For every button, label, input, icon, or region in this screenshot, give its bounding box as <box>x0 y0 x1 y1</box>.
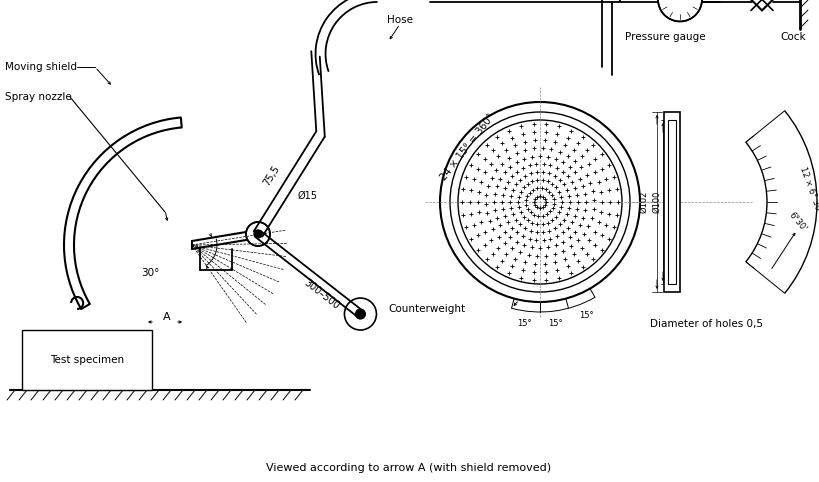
Text: 15°: 15° <box>549 320 563 328</box>
Text: Cock: Cock <box>781 32 806 42</box>
Text: 24 × 15° = 360°: 24 × 15° = 360° <box>439 112 497 182</box>
Text: Hose: Hose <box>387 15 413 25</box>
Text: 75,5: 75,5 <box>261 164 281 188</box>
Text: Spray nozzle: Spray nozzle <box>5 92 72 102</box>
Bar <box>22 330 152 390</box>
Text: Ø100: Ø100 <box>653 191 662 213</box>
Text: Test specimen: Test specimen <box>50 355 124 365</box>
Text: Ø102: Ø102 <box>640 191 649 213</box>
Text: 6°30': 6°30' <box>786 211 808 233</box>
Text: 15°: 15° <box>578 311 593 321</box>
Text: 15°: 15° <box>517 320 532 328</box>
Text: Counterweight: Counterweight <box>388 304 465 314</box>
Text: A: A <box>163 312 171 322</box>
Text: Viewed according to arrow A (with shield removed): Viewed according to arrow A (with shield… <box>266 463 551 473</box>
Text: 300–500: 300–500 <box>301 277 341 311</box>
Text: Moving shield: Moving shield <box>5 62 77 72</box>
Text: Ø15: Ø15 <box>297 191 317 201</box>
Circle shape <box>246 222 270 246</box>
Circle shape <box>254 230 262 238</box>
Text: Pressure gauge: Pressure gauge <box>625 32 706 42</box>
Circle shape <box>658 0 702 21</box>
Text: 30°: 30° <box>141 268 159 278</box>
Circle shape <box>355 309 365 319</box>
Text: Diameter of holes 0,5: Diameter of holes 0,5 <box>650 319 763 329</box>
Text: 12 × 6° 30' = 78°: 12 × 6° 30' = 78° <box>798 165 819 239</box>
Bar <box>668 120 676 284</box>
Bar <box>664 112 680 292</box>
